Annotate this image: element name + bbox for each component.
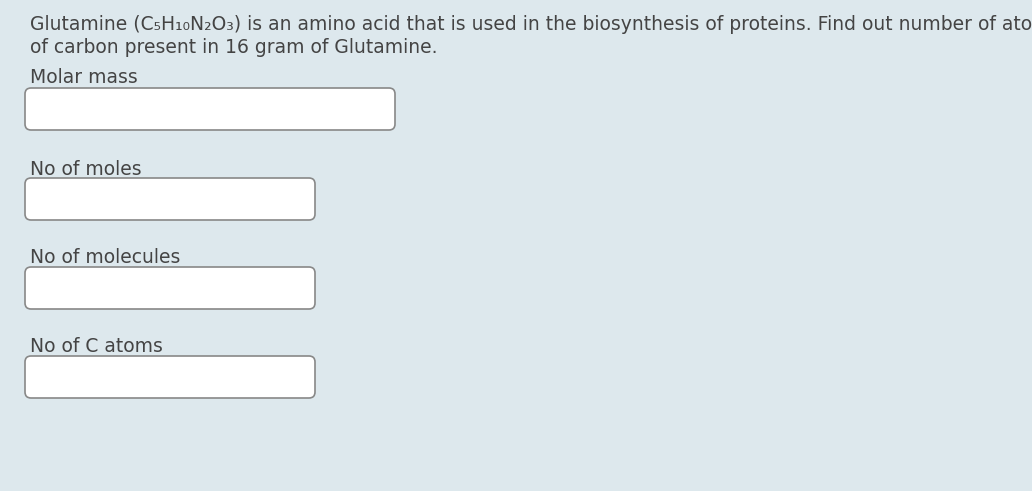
FancyBboxPatch shape xyxy=(25,88,395,130)
Text: of carbon present in 16 gram of Glutamine.: of carbon present in 16 gram of Glutamin… xyxy=(30,38,438,57)
Text: No of moles: No of moles xyxy=(30,160,141,179)
Text: No of C atoms: No of C atoms xyxy=(30,337,163,356)
FancyBboxPatch shape xyxy=(25,356,315,398)
FancyBboxPatch shape xyxy=(25,178,315,220)
Text: Glutamine (C₅H₁₀N₂O₃) is an amino acid that is used in the biosynthesis of prote: Glutamine (C₅H₁₀N₂O₃) is an amino acid t… xyxy=(30,15,1032,34)
FancyBboxPatch shape xyxy=(25,267,315,309)
Text: Molar mass: Molar mass xyxy=(30,68,137,87)
Text: No of molecules: No of molecules xyxy=(30,248,181,267)
